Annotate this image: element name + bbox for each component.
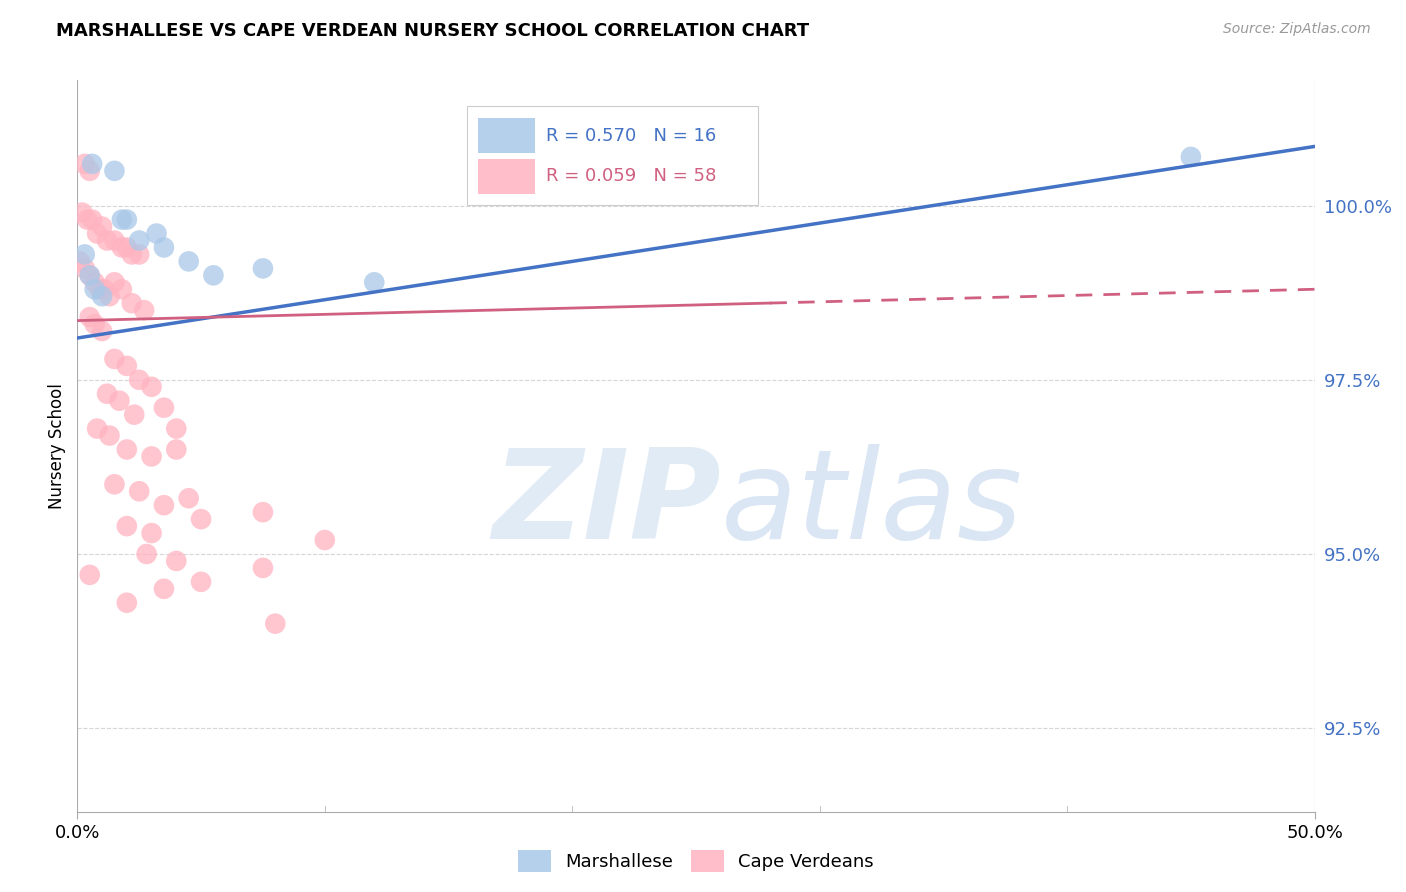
Point — [141, 380, 163, 394]
Point — [96, 234, 118, 248]
Point — [115, 240, 138, 254]
Point — [79, 567, 101, 582]
Point — [86, 421, 108, 435]
Point — [128, 484, 150, 499]
Point — [108, 393, 131, 408]
Point — [141, 526, 163, 541]
Point — [115, 442, 138, 457]
Point — [190, 574, 212, 589]
Point — [82, 157, 104, 171]
Point — [76, 212, 98, 227]
Point — [264, 616, 287, 631]
Point — [115, 519, 138, 533]
Point — [111, 212, 134, 227]
Point — [69, 254, 91, 268]
Point — [153, 498, 176, 512]
Point — [82, 212, 104, 227]
Point — [177, 491, 200, 506]
Point — [79, 164, 101, 178]
Point — [73, 247, 96, 261]
Point — [83, 317, 105, 331]
Point — [103, 275, 125, 289]
Point — [121, 296, 143, 310]
Point — [135, 547, 157, 561]
Point — [79, 268, 101, 283]
Point — [128, 247, 150, 261]
Point — [165, 442, 187, 457]
Y-axis label: Nursery School: Nursery School — [48, 383, 66, 509]
Point — [115, 212, 138, 227]
Text: MARSHALLESE VS CAPE VERDEAN NURSERY SCHOOL CORRELATION CHART: MARSHALLESE VS CAPE VERDEAN NURSERY SCHO… — [56, 22, 810, 40]
Point — [91, 289, 114, 303]
Point — [86, 227, 108, 241]
Point — [79, 310, 101, 325]
Point — [190, 512, 212, 526]
Point — [93, 282, 115, 296]
Point — [128, 234, 150, 248]
Point — [103, 351, 125, 366]
Point — [177, 254, 200, 268]
Text: R = 0.059   N = 58: R = 0.059 N = 58 — [547, 167, 717, 186]
Point — [1180, 150, 1202, 164]
Point — [363, 275, 385, 289]
Point — [83, 275, 105, 289]
Point — [165, 421, 187, 435]
Point — [73, 157, 96, 171]
FancyBboxPatch shape — [478, 119, 536, 153]
Point — [115, 359, 138, 373]
Point — [252, 261, 274, 276]
Point — [122, 408, 145, 422]
Point — [202, 268, 225, 283]
Point — [91, 219, 114, 234]
Point — [314, 533, 336, 547]
Point — [252, 505, 274, 519]
Point — [103, 477, 125, 491]
Point — [111, 240, 134, 254]
Text: ZIP: ZIP — [492, 444, 721, 565]
Point — [103, 164, 125, 178]
Text: Source: ZipAtlas.com: Source: ZipAtlas.com — [1223, 22, 1371, 37]
Point — [165, 554, 187, 568]
Point — [121, 247, 143, 261]
Point — [128, 373, 150, 387]
Point — [115, 596, 138, 610]
Point — [98, 428, 121, 442]
Point — [98, 289, 121, 303]
Point — [153, 582, 176, 596]
Point — [72, 205, 94, 219]
Point — [91, 324, 114, 338]
Point — [134, 303, 156, 318]
FancyBboxPatch shape — [478, 159, 536, 194]
Legend: Marshallese, Cape Verdeans: Marshallese, Cape Verdeans — [519, 850, 873, 872]
Point — [145, 227, 167, 241]
Point — [73, 261, 96, 276]
Point — [153, 401, 176, 415]
Text: atlas: atlas — [721, 444, 1022, 565]
Point — [141, 450, 163, 464]
Point — [111, 282, 134, 296]
Point — [83, 282, 105, 296]
Point — [96, 386, 118, 401]
Point — [79, 268, 101, 283]
Point — [153, 240, 176, 254]
Point — [103, 234, 125, 248]
FancyBboxPatch shape — [467, 106, 758, 204]
Point — [252, 561, 274, 575]
Point — [89, 282, 111, 296]
Text: R = 0.570   N = 16: R = 0.570 N = 16 — [547, 127, 717, 145]
